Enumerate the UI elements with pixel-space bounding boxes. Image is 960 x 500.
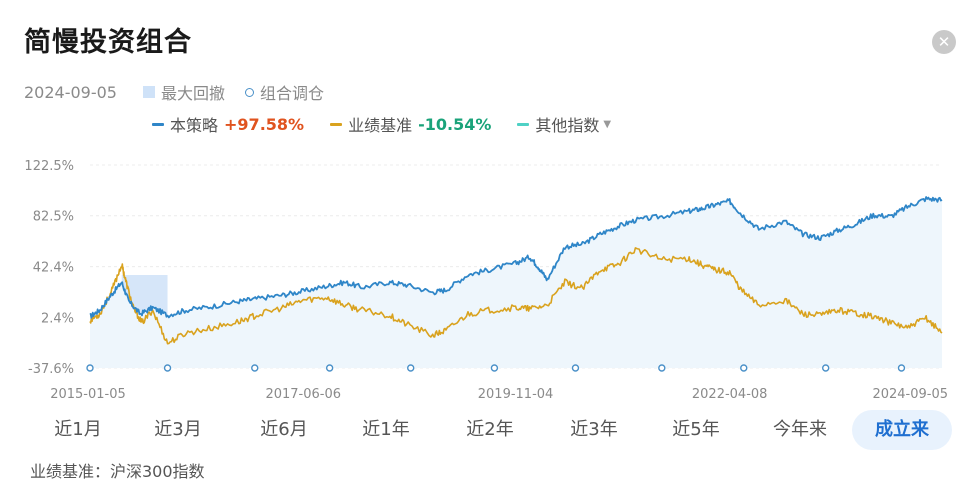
y-tick-label: 2.4% [41, 311, 74, 326]
strategy-line-icon [152, 122, 164, 126]
rebalance-marker [86, 364, 94, 372]
benchmark-legend[interactable]: 业绩基准 -10.54% [330, 112, 491, 136]
drawdown-swatch-icon [142, 86, 155, 98]
performance-chart[interactable]: 122.5%82.5%42.4%2.4%-37.6% 2015-01-05 201… [0, 150, 960, 405]
x-tick-label: 2015-01-05 [50, 387, 126, 402]
rebalance-legend[interactable]: 组合调仓 [245, 80, 324, 104]
other-line-icon [517, 122, 530, 126]
rebalance-marker [407, 364, 415, 372]
rebalance-circle-icon [245, 87, 254, 97]
x-tick-label: 2022-04-08 [692, 387, 768, 402]
other-index-label: 其他指数 [535, 116, 600, 135]
strategy-return: +97.58% [224, 114, 305, 134]
tab-5[interactable]: 近3年 [570, 419, 618, 440]
benchmark-line-icon [330, 122, 343, 126]
strategy-legend[interactable]: 本策略 +97.58% [152, 112, 304, 136]
chart-legend-series: 本策略 +97.58% 业绩基准 -10.54% 其他指数 ▼ [152, 112, 637, 136]
tab-0[interactable]: 近1月 [54, 419, 102, 440]
time-range-tabs: 近1月 近3月 近6月 近1年 近2年 近3年 近5年 今年来 成立来 [0, 410, 960, 454]
x-tick-label: 2019-11-04 [478, 387, 554, 402]
y-tick-label: 42.4% [33, 261, 74, 276]
strategy-area [90, 197, 942, 368]
y-tick-label: 82.5% [33, 210, 74, 225]
close-icon[interactable]: ✕ [932, 30, 956, 54]
max-drawdown-legend[interactable]: 最大回撤 [142, 80, 225, 104]
rebalance-marker [897, 364, 906, 372]
tab-7[interactable]: 今年来 [773, 419, 827, 440]
tab-1[interactable]: 近3月 [154, 419, 202, 440]
rebalance-marker [163, 364, 172, 372]
strategy-label: 本策略 [170, 116, 219, 135]
rebalance-marker [658, 364, 666, 372]
strategy-area-fill [90, 197, 942, 368]
rebalance-marker [740, 364, 748, 372]
benchmark-line [89, 247, 943, 345]
tab-4[interactable]: 近2年 [466, 419, 514, 440]
tab-2[interactable]: 近6月 [260, 419, 308, 440]
rebalance-markers [86, 364, 906, 372]
x-axis-ticks: 2015-01-05 2017-06-06 2019-11-04 2022-04-08… [50, 387, 948, 402]
benchmark-return: -10.54% [418, 114, 492, 134]
series-lines [89, 196, 943, 345]
chevron-down-icon: ▼ [603, 118, 612, 130]
tab-8[interactable]: 成立来 [852, 410, 952, 450]
strategy-line [89, 196, 943, 319]
x-tick-label: 2024-09-05 [872, 387, 948, 402]
other-index-dropdown[interactable]: 其他指数 ▼ [517, 112, 611, 136]
rebalance-marker [325, 364, 334, 372]
selected-date: 2024-09-05 [24, 82, 117, 102]
max-drawdown-label: 最大回撤 [160, 84, 225, 103]
y-tick-label: -37.6% [28, 362, 74, 377]
page-title: 简慢投资组合 [24, 27, 192, 58]
y-tick-label: 122.5% [24, 159, 74, 174]
tab-6[interactable]: 近5年 [672, 419, 720, 440]
x-tick-label: 2017-06-06 [265, 387, 341, 402]
rebalance-marker [251, 364, 259, 372]
y-axis-ticks: 122.5% 82.5% 42.4% 2.4% -37.6% [24, 159, 74, 377]
rebalance-marker [821, 364, 830, 372]
rebalance-marker [490, 364, 499, 372]
benchmark-note: 业绩基准：沪深300指数 [30, 462, 205, 481]
rebalance-marker [571, 364, 580, 372]
tab-3[interactable]: 近1年 [362, 419, 410, 440]
chart-legend-top: 2024-09-05 最大回撤 组合调仓 [24, 80, 344, 104]
rebalance-label: 组合调仓 [260, 84, 325, 103]
benchmark-label: 业绩基准 [348, 116, 413, 135]
